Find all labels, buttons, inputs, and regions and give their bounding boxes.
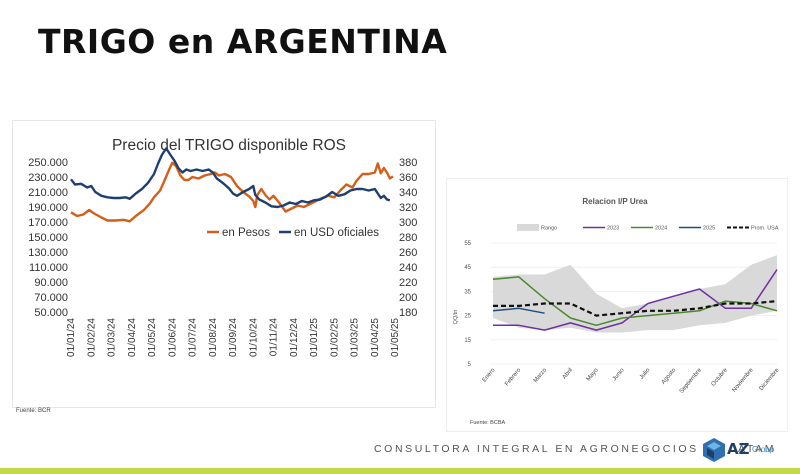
- y-right-tick-label: 380: [399, 157, 417, 169]
- y-tick-label: 45: [464, 265, 471, 271]
- y-left-tick-label: 210.000: [28, 187, 68, 199]
- series-line-prom-usa: [493, 300, 778, 317]
- x-tick-label: 01/10/24: [248, 318, 259, 357]
- y-right-tick-label: 300: [399, 217, 417, 229]
- x-tick-label: 01/07/24: [188, 318, 199, 357]
- x-tick-label: 01/01/24: [66, 318, 77, 357]
- y-tick-label: 35: [464, 289, 471, 295]
- y-left-tick-label: 130.000: [28, 247, 68, 259]
- urea-y-axis-label: QQ/tn: [453, 310, 459, 325]
- az-group-logo: AZ Group: [703, 437, 793, 465]
- y-left-tick-label: 110.000: [29, 262, 68, 274]
- x-tick-label: 01/05/25: [390, 318, 401, 357]
- legend-label: 2024: [655, 226, 667, 232]
- x-tick-label: Febrero: [504, 367, 523, 387]
- y-right-tick-label: 200: [399, 292, 417, 304]
- legend-label: 2023: [607, 226, 619, 232]
- y-right-tick-label: 340: [399, 187, 417, 199]
- y-right-tick-label: 220: [399, 277, 417, 289]
- x-tick-label: Julio: [639, 367, 652, 381]
- y-left-tick-label: 230.000: [28, 172, 68, 184]
- bottom-accent-bar: [0, 468, 800, 474]
- x-tick-label: Octubre: [711, 367, 730, 388]
- x-tick-label: Mayo: [586, 367, 600, 383]
- y-right-tick-label: 360: [399, 172, 417, 184]
- x-tick-label: 01/02/25: [329, 318, 340, 357]
- logo-text: AZ: [727, 440, 750, 458]
- y-right-tick-label: 320: [399, 202, 417, 214]
- x-tick-label: 01/09/24: [228, 318, 239, 357]
- legend-label-usd: en USD oficiales: [294, 227, 379, 239]
- price-chart-legend: en Pesos en USD oficiales: [207, 227, 379, 239]
- y-left-tick-label: 250.000: [28, 157, 68, 169]
- x-tick-label: Enero: [482, 367, 497, 384]
- x-tick-label: 01/06/24: [167, 318, 178, 357]
- legend-swatch: [517, 224, 539, 231]
- x-tick-label: Abril: [562, 367, 574, 380]
- y-left-tick-label: 90.000: [34, 277, 68, 289]
- x-tick-label: 01/04/24: [127, 318, 138, 357]
- logo-subtext: Group: [752, 445, 775, 454]
- y-left-tick-label: 50.000: [34, 307, 68, 319]
- x-tick-label: Agosto: [661, 367, 678, 386]
- x-tick-label: 01/03/25: [350, 318, 361, 357]
- x-tick-label: Noviembre: [731, 367, 755, 394]
- y-left-tick-label: 190.000: [28, 202, 68, 214]
- legend-label: Prom. USA: [751, 226, 779, 232]
- x-tick-label: 01/12/24: [289, 318, 300, 357]
- x-tick-label: 01/04/25: [370, 318, 381, 357]
- y-right-tick-label: 180: [399, 307, 417, 319]
- pesos-usd-chart-panel: Precio del TRIGO disponible ROS 50.000 70…: [12, 120, 436, 408]
- y-tick-label: 15: [464, 338, 471, 344]
- y-tick-label: 25: [464, 314, 471, 320]
- x-tick-label: Septiembre: [679, 367, 704, 395]
- x-tick-label: 01/01/25: [309, 318, 320, 357]
- urea-chart-source: Fuente: BCBA: [470, 420, 506, 426]
- x-tick-label: 01/08/24: [208, 318, 219, 357]
- price-chart: Precio del TRIGO disponible ROS 50.000 70…: [28, 137, 417, 357]
- series-line-2023: [493, 269, 778, 331]
- y-left-tick-label: 70.000: [34, 292, 68, 304]
- series-line-2024: [492, 276, 778, 327]
- y-tick-label: 55: [464, 241, 471, 247]
- x-tick-label: Junio: [612, 367, 626, 382]
- legend-label-pesos: en Pesos: [222, 227, 270, 239]
- urea-chart-panel: Relacion I/P Urea Rango 2023 2024 2025 Prom.…: [446, 178, 788, 432]
- urea-chart: Relacion I/P Urea Rango 2023 2024 2025 Prom.…: [453, 197, 781, 395]
- x-tick-label: Marzo: [533, 367, 549, 384]
- x-tick-label: 01/03/24: [107, 318, 118, 357]
- price-chart-source: Fuente: BCR: [16, 408, 51, 414]
- x-tick-label: Diciembre: [759, 367, 781, 392]
- y-right-tick-label: 240: [399, 262, 417, 274]
- x-tick-label: 01/02/24: [86, 318, 97, 357]
- slide-title: TRIGO en ARGENTINA: [38, 22, 448, 61]
- series-line-usd: [70, 147, 391, 209]
- legend-label: Rango: [541, 226, 557, 232]
- range-band: [493, 255, 777, 333]
- urea-chart-title: Relacion I/P Urea: [582, 197, 648, 206]
- y-left-tick-label: 170.000: [28, 217, 68, 229]
- footer-tagline: CONSULTORA INTEGRAL EN AGRONEGOCIOS DE L…: [374, 443, 777, 455]
- az-logo-icon: [703, 438, 725, 462]
- x-tick-label: 01/05/24: [147, 318, 158, 357]
- y-right-tick-label: 260: [399, 247, 417, 259]
- y-tick-label: 5: [468, 362, 472, 368]
- price-chart-title: Precio del TRIGO disponible ROS: [112, 137, 346, 154]
- urea-legend: Rango 2023 2024 2025 Prom. USA: [517, 224, 779, 232]
- legend-label: 2025: [703, 226, 715, 232]
- y-left-tick-label: 150.000: [28, 232, 68, 244]
- y-right-tick-label: 280: [399, 232, 417, 244]
- series-line-2025: [492, 307, 545, 314]
- x-tick-label: 01/11/24: [269, 318, 280, 357]
